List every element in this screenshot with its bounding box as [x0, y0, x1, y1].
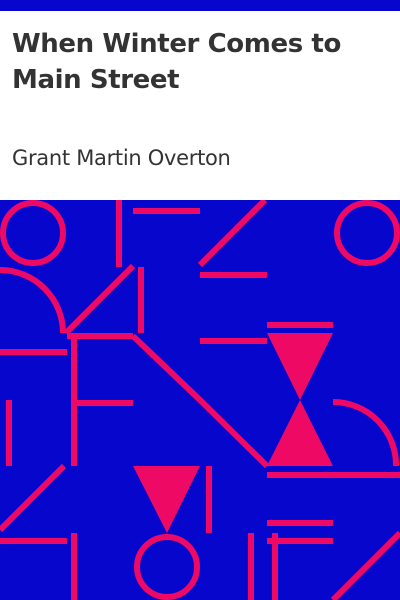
line-diagonal-lower-left	[0, 463, 67, 533]
book-author: Grant Martin Overton	[12, 146, 231, 170]
line-diagonal-center	[130, 333, 203, 403]
line-diagonal-top	[197, 200, 268, 268]
line-diagonal-bottom-right	[330, 530, 400, 600]
top-color-band	[0, 0, 400, 11]
cover-pattern	[0, 200, 400, 600]
line-diagonal-upper-left	[63, 263, 136, 336]
triangle-lower-right	[267, 400, 333, 466]
circle-top-left	[0, 200, 66, 266]
book-title: When Winter Comes to Main Street	[12, 29, 341, 95]
line-diagonal-center-lower	[197, 397, 270, 469]
arc-right-lower	[332, 399, 400, 467]
circle-top-right	[334, 200, 400, 266]
cover-header: When Winter Comes to Main Street Grant M…	[0, 11, 400, 200]
triangle-bottom-center	[133, 466, 200, 533]
triangle-upper-right	[267, 333, 333, 400]
arc-left-upper	[0, 267, 66, 334]
circle-bottom-center	[134, 534, 200, 600]
